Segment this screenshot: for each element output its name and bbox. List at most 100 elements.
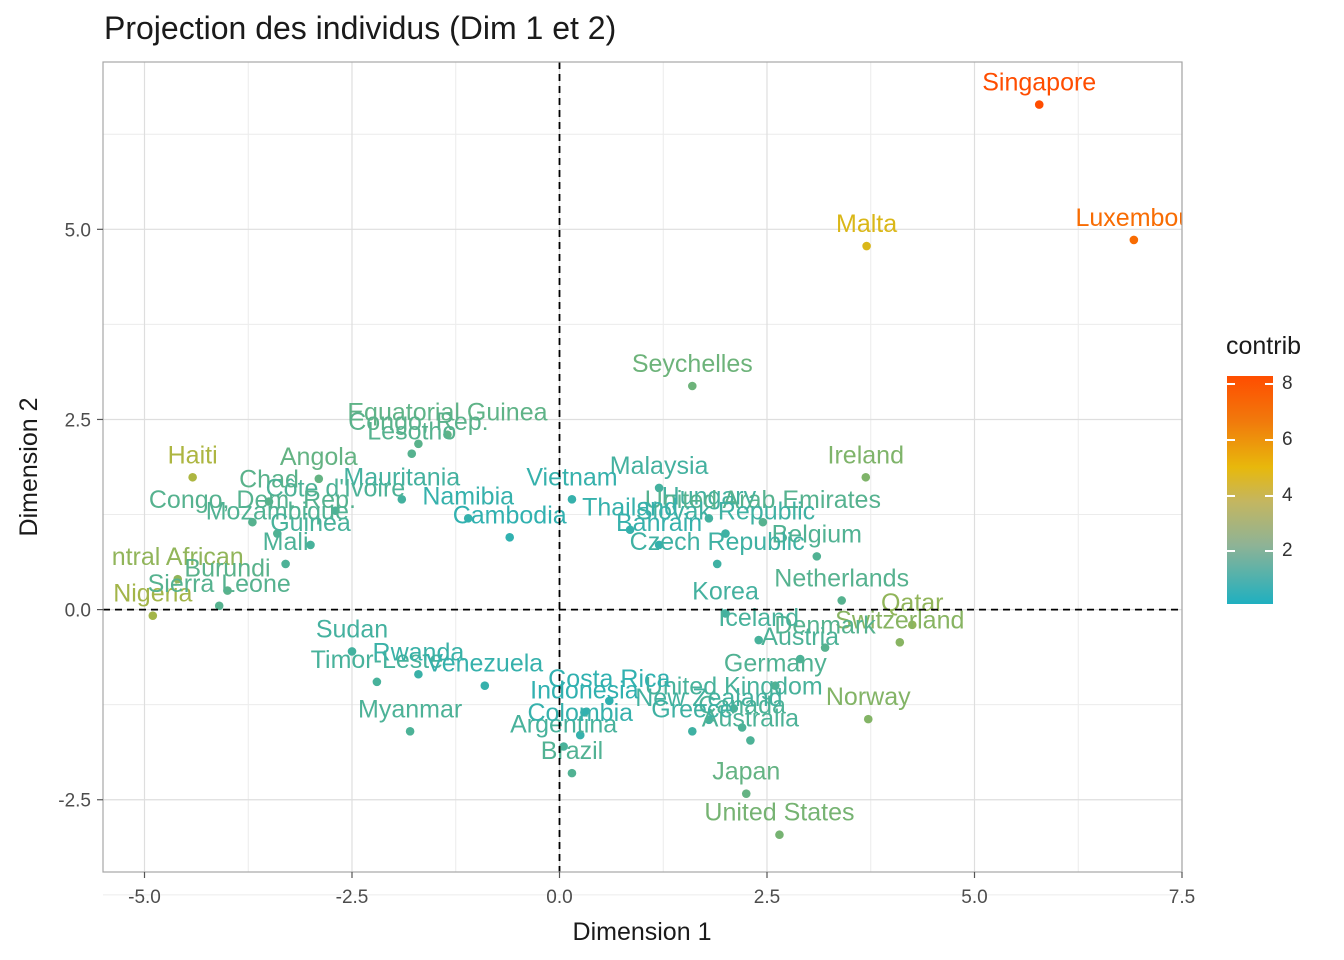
data-point: [306, 540, 315, 550]
data-point: [688, 726, 697, 736]
data-point: [721, 529, 730, 538]
legend-tick-mark: [1265, 383, 1273, 386]
data-point: [407, 449, 417, 458]
legend-tick-label: 4: [1282, 484, 1293, 506]
data-point: [837, 596, 846, 605]
point-label: Guinea: [270, 509, 351, 537]
data-point: [737, 723, 747, 732]
plot-border: [102, 61, 1183, 873]
data-point: [625, 525, 635, 535]
point-label: Netherlands: [774, 564, 909, 592]
data-point: [505, 533, 514, 542]
data-point: [795, 654, 805, 664]
data-point: [372, 677, 382, 687]
data-point: [173, 574, 182, 584]
data-point: [405, 726, 415, 736]
point-label: Venezuela: [426, 650, 543, 678]
point-label: Timor-Leste: [311, 646, 443, 674]
data-point: [567, 495, 577, 504]
data-point: [580, 707, 589, 717]
legend-tick-mark: [1265, 550, 1273, 553]
data-point: [895, 638, 905, 647]
x-tick-label: -2.5: [336, 887, 369, 908]
legend-tick-mark: [1227, 494, 1235, 497]
point-label: Denmark: [774, 612, 876, 640]
point-label: Chad: [239, 466, 299, 494]
data-labels: Singapore Luxembou Malta Seychelles Ireland H…: [112, 69, 1192, 827]
data-point: [148, 611, 158, 620]
point-label: Sierra Leone: [148, 570, 291, 598]
data-point: [281, 559, 290, 569]
data-point: [480, 681, 490, 690]
data-point: [746, 736, 755, 745]
data-points: [148, 100, 1139, 840]
y-tick-label: -2.5: [58, 791, 91, 812]
point-label: United States: [704, 799, 854, 827]
point-label: Côte d'Ivoire: [266, 475, 406, 503]
data-point: [214, 601, 224, 611]
point-label: Luxembou: [1075, 204, 1192, 232]
point-label: Haiti: [168, 441, 218, 469]
reference-lines: [103, 62, 1182, 872]
point-label: Mozambique: [206, 498, 349, 526]
point-label: Ireland: [828, 441, 904, 469]
x-tick-label: 7.5: [1169, 887, 1195, 908]
point-label: Iceland: [718, 604, 799, 632]
data-point: [907, 620, 917, 630]
legend-tick-label: 6: [1282, 428, 1293, 450]
point-label: Malaysia: [610, 452, 709, 480]
point-label: Qatar: [881, 589, 944, 617]
point-label: Cambodia: [453, 501, 567, 529]
legend-tick-label: 8: [1282, 373, 1293, 395]
y-tick-label: 5.0: [65, 220, 91, 241]
data-point: [264, 497, 274, 506]
data-point: [862, 241, 871, 251]
data-point: [812, 552, 822, 561]
legend-tick-mark: [1227, 550, 1235, 553]
point-label: Australia: [702, 704, 799, 732]
legend-tick-mark: [1227, 383, 1235, 386]
data-point: [1034, 100, 1044, 109]
point-label: New Zealand: [635, 684, 782, 712]
x-tick-label: 2.5: [754, 887, 780, 908]
legend-title: contrib: [1226, 332, 1302, 360]
point-label: Switzerland: [835, 606, 964, 634]
point-label: Vietnam: [526, 463, 617, 491]
x-tick-label: 0.0: [546, 887, 572, 908]
data-point: [712, 559, 722, 569]
point-label: Colombia: [527, 699, 633, 727]
data-point: [223, 586, 232, 595]
point-label: Thailand: [582, 494, 678, 522]
point-label: Costa Rica: [548, 665, 670, 693]
point-label: Mauritania: [343, 463, 460, 491]
point-label: Brazil: [541, 737, 604, 765]
point-label: Austria: [761, 623, 839, 651]
point-label: Belgium: [772, 520, 862, 548]
data-point: [754, 635, 763, 645]
data-point: [397, 495, 407, 504]
point-label: Rwanda: [373, 638, 465, 666]
data-point: [463, 514, 473, 523]
point-label: Burundi: [184, 555, 270, 583]
y-tick-label: 0.0: [65, 601, 91, 622]
point-label: Mali: [263, 528, 309, 556]
point-label: Angola: [280, 443, 358, 471]
legend-tick-mark: [1265, 438, 1273, 441]
data-point: [443, 430, 452, 439]
plot-panel: [103, 62, 1182, 872]
data-point: [704, 715, 714, 725]
point-label: Czech Republic: [630, 528, 805, 556]
data-point: [654, 483, 664, 493]
point-label: Congo, Dem. Rep.: [149, 486, 356, 514]
data-point: [741, 789, 751, 798]
data-point: [605, 696, 614, 706]
point-label: Seychelles: [632, 350, 753, 378]
point-label: Korea: [692, 577, 759, 605]
color-legend: contrib 2 4 6 8: [1226, 332, 1302, 604]
data-point: [775, 830, 784, 840]
legend-tick-label: 2: [1282, 540, 1293, 562]
point-label: Malta: [836, 210, 897, 238]
data-point: [863, 714, 873, 724]
point-label: ntral African: [112, 543, 244, 571]
